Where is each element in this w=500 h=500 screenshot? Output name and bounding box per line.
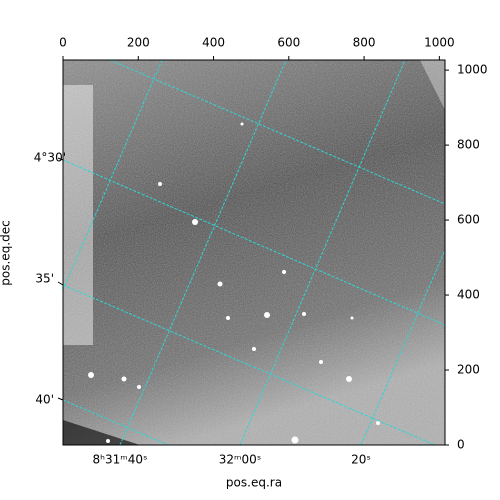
x-tick-label: 200 [127,36,150,50]
sky-image [63,60,445,445]
grid-line [239,60,406,445]
ra-tick-label: 8ʰ31ᵐ40ˢ [93,453,148,467]
y-tick-label: 400 [457,288,480,302]
y-tick-label: 600 [457,213,480,227]
y-tick-label: 200 [457,363,480,377]
ra-tick-label: 20ˢ [351,453,371,467]
grid-line [119,60,287,445]
grid-line [63,60,163,291]
grid-line [63,399,169,445]
x-tick-label: 1000 [424,36,455,50]
tick [57,157,64,161]
grid-line [360,249,445,445]
y-tick-label: 0 [457,438,465,452]
x-axis-label: pos.eq.ra [226,476,282,490]
grid-line [63,159,445,326]
y-tick-label: 800 [457,138,480,152]
x-tick-label: 0 [59,36,67,50]
x-tick-label: 800 [353,36,376,50]
dec-tick-label: 4°30' [34,151,66,165]
dec-tick-label: 40' [35,393,54,407]
frame [62,59,446,446]
y-axis-label: pos.eq.dec [0,220,13,285]
x-tick-label: 400 [202,36,225,50]
tick [57,397,64,401]
y-tick-label: 1000 [457,63,488,77]
x-tick-label: 600 [277,36,300,50]
grid-line [109,60,445,205]
tick [57,281,64,286]
dec-tick-label: 35' [35,272,54,286]
ra-tick-label: 32ᵐ00ˢ [219,453,262,467]
